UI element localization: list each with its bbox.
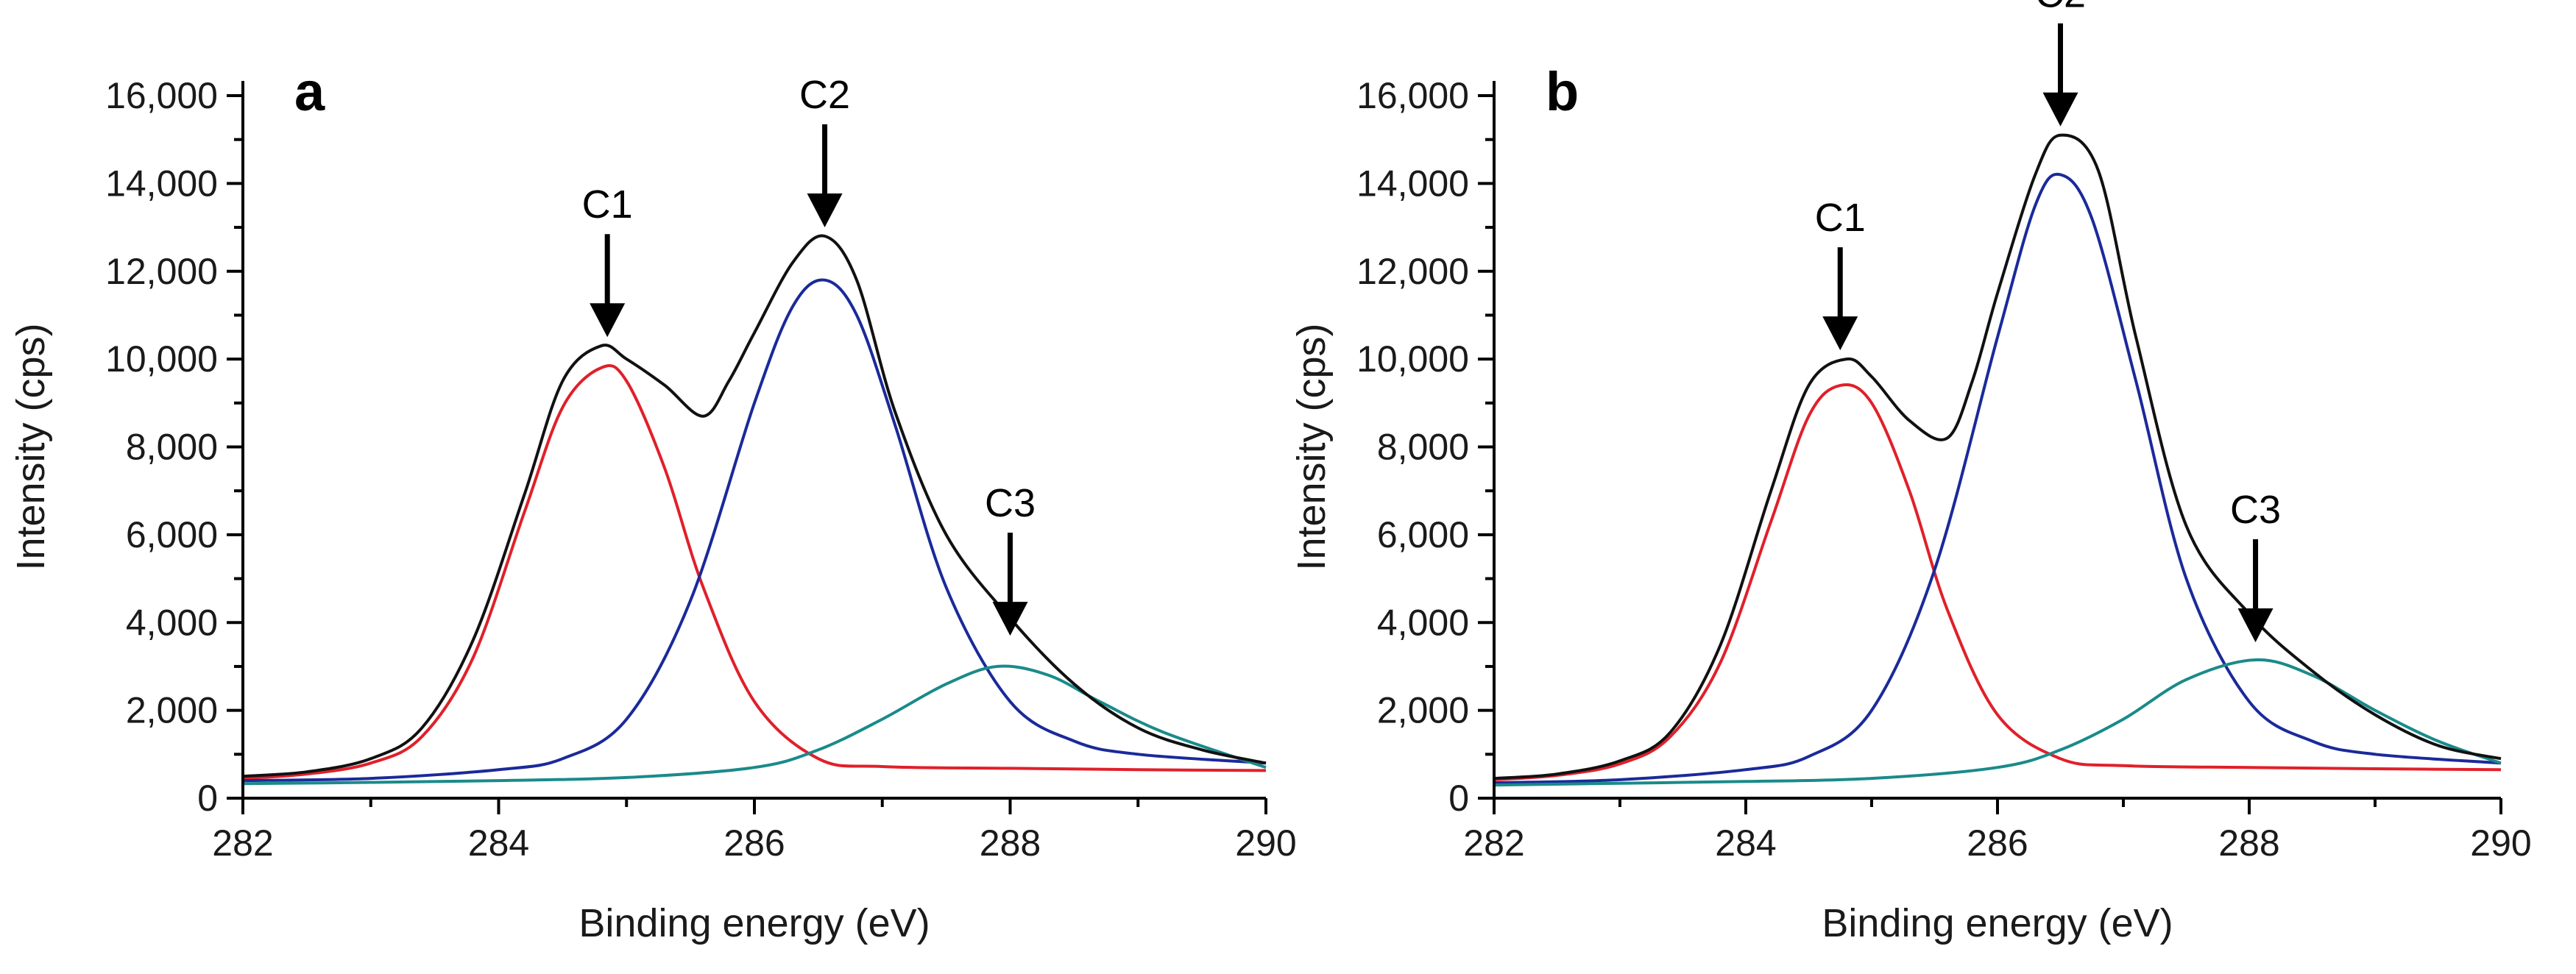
series-line-c1-component	[242, 364, 1267, 781]
peak-label: C3	[985, 481, 1036, 525]
arrow-down-icon	[1822, 316, 1858, 351]
peak-annotation-c1: C1	[1815, 196, 1866, 351]
y-axis-title: Intensity (cps)	[1289, 323, 1334, 570]
panel-letter: a	[294, 61, 325, 122]
y-tick-label: 8,000	[126, 427, 218, 468]
y-tick-label: 2,000	[1377, 690, 1469, 731]
peak-annotation-c2: C2	[2035, 0, 2086, 127]
series-line-c3-component	[1493, 658, 2502, 787]
y-tick-label: 8,000	[1377, 427, 1469, 468]
arrow-down-icon	[2042, 92, 2078, 127]
y-axis-title: Intensity (cps)	[9, 323, 53, 570]
y-tick-label: 14,000	[105, 163, 218, 204]
x-axis-title: Binding energy (eV)	[1822, 901, 2173, 945]
peak-label: C2	[2035, 0, 2086, 16]
chart-panel-a: 282 284 286 288 290 0 2,000 4,000 6,000 8,000 10,0…	[9, 61, 1297, 945]
y-tick-label: 0	[197, 778, 218, 819]
panel-letter: b	[1546, 61, 1579, 122]
arrow-down-icon	[2237, 608, 2274, 643]
peak-label: C1	[1815, 196, 1866, 240]
x-tick-label: 282	[1463, 822, 1524, 864]
x-tick-label: 288	[980, 822, 1041, 864]
x-axis-title: Binding energy (eV)	[578, 901, 930, 945]
x-tick-label: 290	[2470, 822, 2531, 864]
y-tick-label: 16,000	[1356, 75, 1469, 116]
y-tick-label: 0	[1448, 778, 1469, 819]
series-line-c2-component	[242, 278, 1267, 783]
y-tick-label: 14,000	[1356, 163, 1469, 204]
y-tick-label: 2,000	[126, 690, 218, 731]
peak-label: C3	[2230, 488, 2281, 532]
arrow-down-icon	[807, 193, 843, 227]
peak-annotation-c1: C1	[582, 182, 633, 338]
series-line-c2-component	[1493, 172, 2502, 785]
arrow-down-icon	[590, 303, 626, 338]
series-line-c1-component	[1493, 383, 2502, 781]
y-tick-label: 6,000	[126, 514, 218, 555]
y-tick-label: 10,000	[105, 338, 218, 380]
arrow-down-icon	[992, 602, 1028, 636]
peak-label: C2	[799, 73, 850, 117]
x-tick-label: 288	[2218, 822, 2279, 864]
peak-annotation-c3: C3	[985, 481, 1036, 636]
y-tick-label: 4,000	[126, 602, 218, 643]
peak-annotation-c3: C3	[2230, 488, 2281, 643]
peak-annotation-c2: C2	[799, 73, 850, 227]
y-tick-label: 4,000	[1377, 602, 1469, 643]
series-line-envelope	[1493, 133, 2502, 781]
x-tick-label: 284	[468, 822, 529, 864]
x-tick-label: 286	[1967, 822, 2028, 864]
y-tick-label: 6,000	[1377, 514, 1469, 555]
series-line-c3-component	[242, 664, 1267, 786]
x-tick-label: 282	[212, 822, 273, 864]
x-tick-label: 290	[1235, 822, 1296, 864]
chart-panel-b: 282 284 286 288 290 0 2,000 4,000 6,000 8,000 10,0…	[1289, 0, 2532, 945]
x-tick-label: 286	[723, 822, 785, 864]
y-tick-label: 12,000	[105, 251, 218, 292]
y-tick-label: 12,000	[1356, 251, 1469, 292]
y-tick-label: 10,000	[1356, 338, 1469, 380]
peak-label: C1	[582, 182, 633, 227]
series-line-envelope	[242, 234, 1267, 778]
y-tick-label: 16,000	[105, 75, 218, 116]
x-tick-label: 284	[1715, 822, 1776, 864]
